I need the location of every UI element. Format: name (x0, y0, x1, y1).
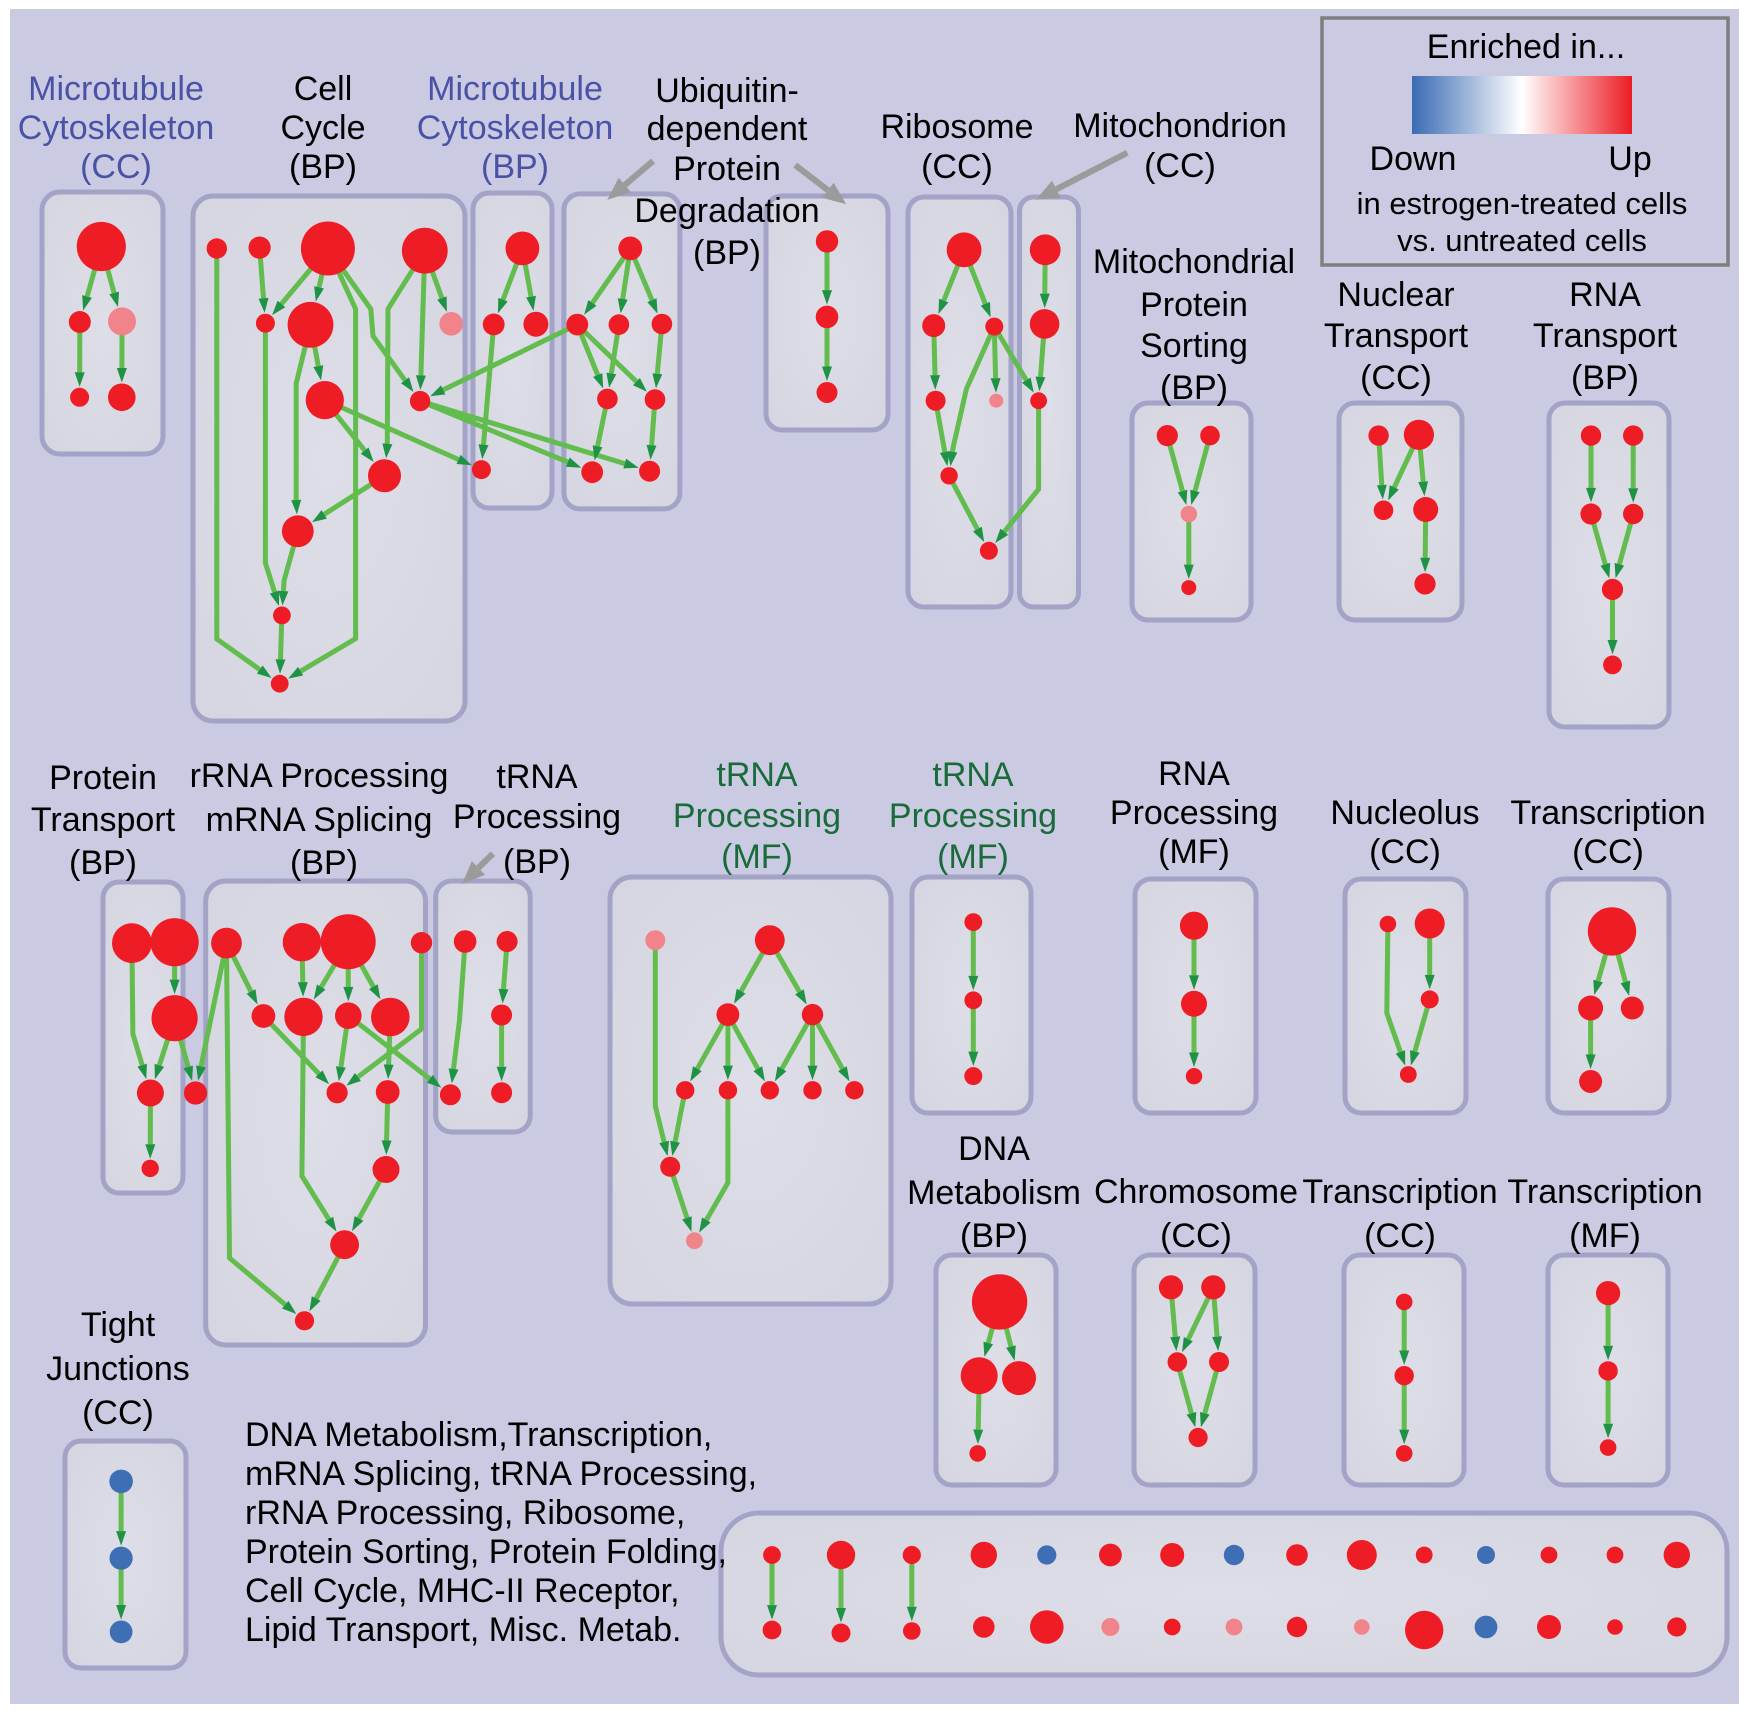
svg-text:Cycle: Cycle (280, 109, 365, 147)
svg-text:Transcription: Transcription (1510, 794, 1705, 832)
svg-text:Degradation: Degradation (634, 192, 819, 230)
svg-text:(BP): (BP) (1160, 369, 1228, 407)
svg-text:Processing: Processing (1110, 794, 1278, 832)
svg-text:(CC): (CC) (1144, 147, 1216, 185)
svg-text:Transport: Transport (31, 801, 176, 839)
svg-text:(BP): (BP) (69, 844, 137, 882)
svg-text:Mitochondrial: Mitochondrial (1093, 243, 1295, 281)
svg-text:(CC): (CC) (1360, 359, 1432, 397)
svg-text:Cytoskeleton: Cytoskeleton (417, 109, 614, 147)
svg-text:(CC): (CC) (1369, 833, 1441, 871)
svg-text:(MF): (MF) (721, 838, 793, 876)
svg-text:(CC): (CC) (1160, 1217, 1232, 1255)
svg-text:Metabolism: Metabolism (907, 1174, 1081, 1212)
svg-text:Ribosome: Ribosome (880, 108, 1033, 146)
svg-text:(MF): (MF) (1569, 1217, 1641, 1255)
svg-text:in estrogen-treated cells: in estrogen-treated cells (1357, 186, 1688, 221)
svg-text:rRNA Processing, Ribosome,: rRNA Processing, Ribosome, (245, 1494, 685, 1532)
svg-text:mRNA Splicing, tRNA Processing: mRNA Splicing, tRNA Processing, (245, 1455, 757, 1493)
svg-text:(BP): (BP) (481, 148, 549, 186)
svg-text:Microtubule: Microtubule (28, 70, 204, 108)
svg-text:(CC): (CC) (1572, 833, 1644, 871)
svg-text:(BP): (BP) (290, 844, 358, 882)
svg-text:DNA Metabolism,Transcription,: DNA Metabolism,Transcription, (245, 1416, 712, 1454)
svg-text:Processing: Processing (453, 798, 621, 836)
svg-text:Cytoskeleton: Cytoskeleton (18, 109, 215, 147)
svg-text:Transport: Transport (1324, 317, 1469, 355)
svg-text:Nucleolus: Nucleolus (1330, 794, 1479, 832)
svg-text:tRNA: tRNA (496, 758, 578, 796)
svg-text:(CC): (CC) (82, 1394, 154, 1432)
svg-text:Protein: Protein (673, 150, 781, 188)
svg-text:(CC): (CC) (80, 148, 152, 186)
svg-text:DNA: DNA (958, 1130, 1030, 1168)
svg-text:tRNA: tRNA (716, 756, 798, 794)
svg-text:Tight: Tight (81, 1306, 156, 1344)
svg-text:Mitochondrion: Mitochondrion (1073, 107, 1287, 145)
svg-text:Down: Down (1370, 140, 1457, 178)
svg-text:rRNA Processing: rRNA Processing (190, 757, 449, 795)
svg-text:Microtubule: Microtubule (427, 70, 603, 108)
svg-text:Cell Cycle, MHC-II Receptor,: Cell Cycle, MHC-II Receptor, (245, 1572, 680, 1610)
svg-text:Protein Sorting, Protein Foldi: Protein Sorting, Protein Folding, (245, 1533, 727, 1571)
svg-text:mRNA Splicing: mRNA Splicing (206, 801, 433, 839)
svg-text:Ubiquitin-: Ubiquitin- (655, 72, 799, 110)
svg-text:(BP): (BP) (693, 234, 761, 272)
svg-text:(CC): (CC) (1364, 1217, 1436, 1255)
svg-text:Sorting: Sorting (1140, 327, 1248, 365)
svg-text:tRNA: tRNA (932, 756, 1014, 794)
svg-text:(BP): (BP) (960, 1217, 1028, 1255)
svg-text:Protein: Protein (1140, 286, 1248, 324)
svg-text:dependent: dependent (647, 110, 808, 148)
svg-text:Transcription: Transcription (1507, 1173, 1702, 1211)
svg-text:Junctions: Junctions (46, 1350, 190, 1388)
svg-text:Nuclear: Nuclear (1337, 276, 1454, 314)
svg-text:Transport: Transport (1533, 317, 1678, 355)
svg-text:Lipid Transport, Misc. Metab.: Lipid Transport, Misc. Metab. (245, 1611, 682, 1649)
svg-text:(MF): (MF) (937, 838, 1009, 876)
svg-text:RNA: RNA (1569, 276, 1641, 314)
svg-text:(BP): (BP) (289, 148, 357, 186)
svg-text:Cell: Cell (294, 70, 353, 108)
svg-text:Transcription: Transcription (1302, 1173, 1497, 1211)
svg-text:Processing: Processing (673, 797, 841, 835)
svg-text:(CC): (CC) (921, 148, 993, 186)
svg-text:(BP): (BP) (1571, 359, 1639, 397)
svg-text:Up: Up (1608, 140, 1651, 178)
svg-text:RNA: RNA (1158, 755, 1230, 793)
svg-text:(BP): (BP) (503, 843, 571, 881)
svg-text:(MF): (MF) (1158, 833, 1230, 871)
svg-text:Chromosome: Chromosome (1094, 1173, 1298, 1211)
svg-text:Enriched in...: Enriched in... (1427, 28, 1625, 66)
svg-text:vs. untreated cells: vs. untreated cells (1397, 223, 1647, 258)
svg-text:Protein: Protein (49, 759, 157, 797)
svg-text:Processing: Processing (889, 797, 1057, 835)
